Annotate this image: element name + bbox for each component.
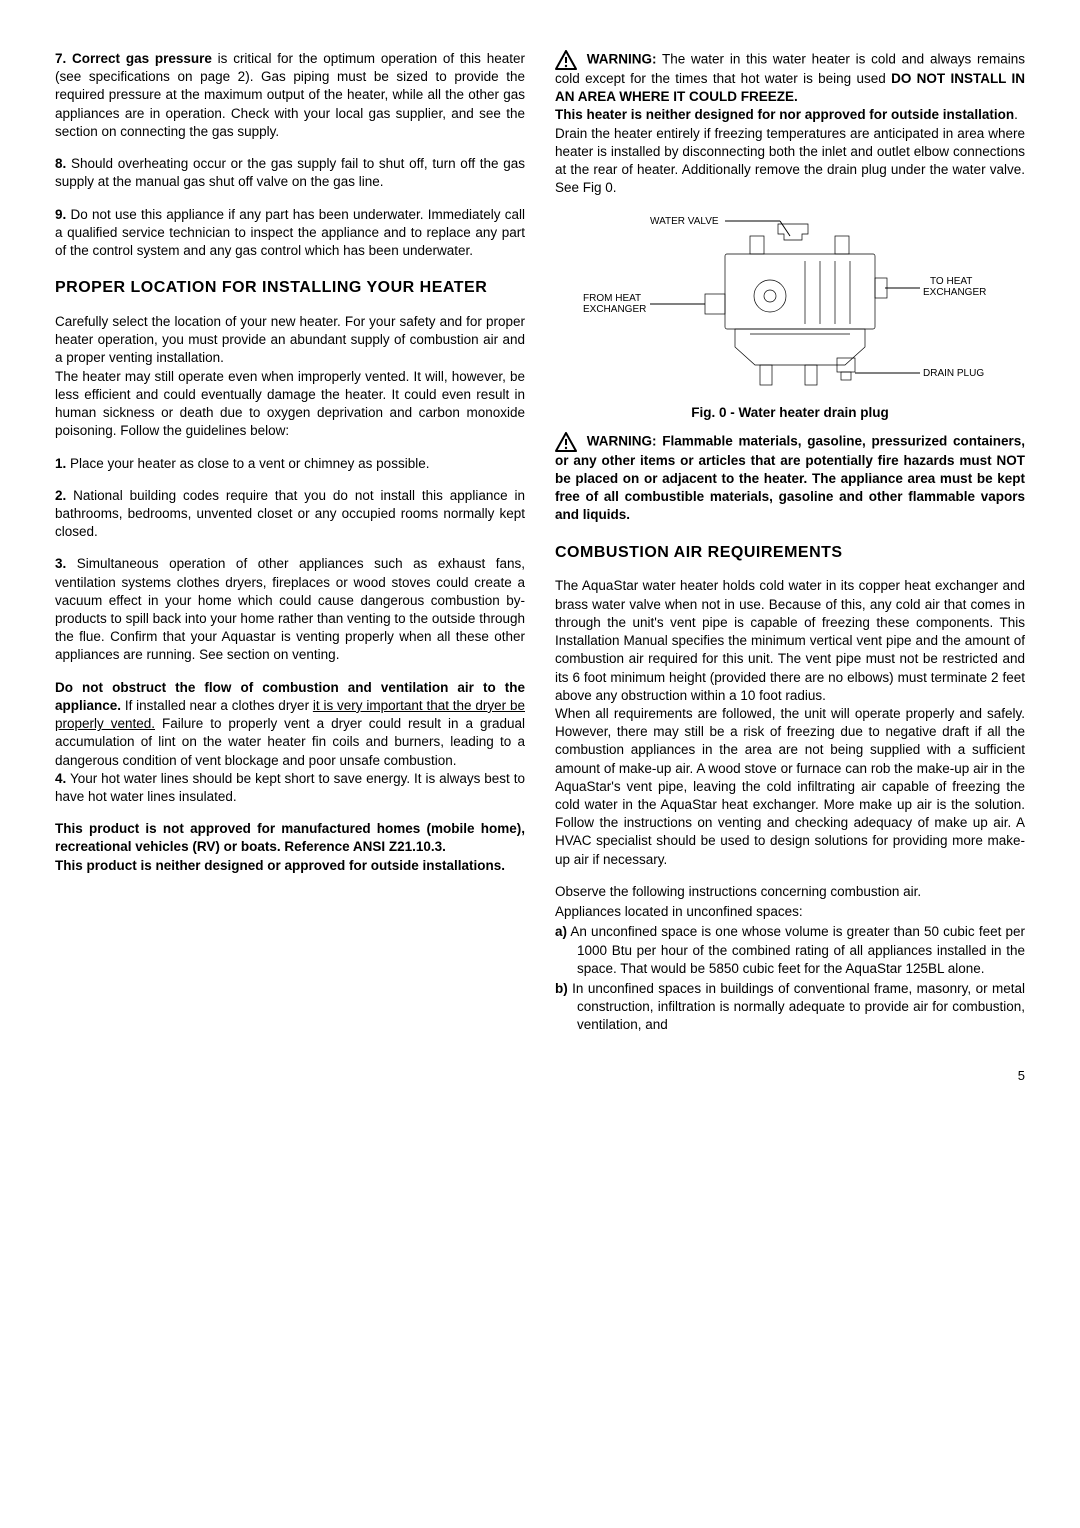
- loc-2-text: National building codes require that you…: [55, 488, 525, 539]
- para-not-outside: This heater is neither designed for nor …: [555, 106, 1025, 124]
- label-from-heat-2: EXCHANGER: [583, 304, 646, 315]
- loc-item-1: 1. Place your heater as close to a vent …: [55, 455, 525, 473]
- item-7: 7. Correct gas pressure is critical for …: [55, 50, 525, 141]
- para-unconfined-heading: Appliances located in unconfined spaces:: [555, 903, 1025, 921]
- label-to-heat-1: TO HEAT: [930, 276, 972, 287]
- warning-freeze: WARNING: The water in this water heater …: [555, 50, 1025, 106]
- right-column: WARNING: The water in this water heater …: [555, 50, 1025, 1037]
- warning-triangle-icon: [555, 432, 577, 452]
- loc-1-text: Place your heater as close to a vent or …: [66, 456, 429, 471]
- para-not-approved-mobile: This product is not approved for manufac…: [55, 820, 525, 856]
- item-8-text: Should overheating occur or the gas supp…: [55, 156, 525, 189]
- warning-label: WARNING:: [587, 52, 657, 67]
- item-9-lead: 9.: [55, 207, 66, 222]
- loc-1-lead: 1.: [55, 456, 66, 471]
- para-obstruct: Do not obstruct the flow of combustion a…: [55, 679, 525, 770]
- heading-proper-location: PROPER LOCATION FOR INSTALLING YOUR HEAT…: [55, 278, 525, 299]
- para-drain: Drain the heater entirely if freezing te…: [555, 125, 1025, 198]
- left-column: 7. Correct gas pressure is critical for …: [55, 50, 525, 1037]
- list-a-lead: a): [555, 924, 567, 939]
- loc-3-text: Simultaneous operation of other applianc…: [55, 556, 525, 662]
- obstruct-mid: If installed near a clothes dryer: [121, 698, 313, 713]
- not-outside-bold: This heater is neither designed for nor …: [555, 107, 1014, 122]
- item-9: 9. Do not use this appliance if any part…: [55, 206, 525, 261]
- para-careful-select: Carefully select the location of your ne…: [55, 313, 525, 368]
- list-b-lead: b): [555, 981, 568, 996]
- loc-item-4: 4. Your hot water lines should be kept s…: [55, 770, 525, 806]
- loc-item-2: 2. National building codes require that …: [55, 487, 525, 542]
- list-item-b: b) In unconfined spaces in buildings of …: [555, 980, 1025, 1035]
- label-drain-plug: DRAIN PLUG: [923, 368, 984, 379]
- loc-item-3: 3. Simultaneous operation of other appli…: [55, 555, 525, 664]
- para-not-approved-outside: This product is neither designed or appr…: [55, 857, 525, 875]
- loc-2-lead: 2.: [55, 488, 66, 503]
- heading-combustion-air: COMBUSTION AIR REQUIREMENTS: [555, 543, 1025, 564]
- para-aquastar-cold: The AquaStar water heater holds cold wat…: [555, 577, 1025, 705]
- item-8-lead: 8.: [55, 156, 66, 171]
- list-a-text: An unconfined space is one whose volume …: [567, 924, 1025, 975]
- label-from-heat-1: FROM HEAT: [583, 293, 641, 304]
- label-water-valve: WATER VALVE: [650, 216, 719, 227]
- page-number: 5: [55, 1067, 1025, 1085]
- two-column-layout: 7. Correct gas pressure is critical for …: [55, 50, 1025, 1037]
- item-7-lead: 7. Correct gas pressure: [55, 51, 212, 66]
- not-outside-after: .: [1014, 107, 1018, 122]
- drain-plug-diagram: .lbl { font-family: Arial, sans-serif; f…: [575, 206, 1005, 396]
- loc-3-lead: 3.: [55, 556, 66, 571]
- warning-triangle-icon: [555, 50, 577, 70]
- list-item-a: a) An unconfined space is one whose volu…: [555, 923, 1025, 978]
- loc-4-text: Your hot water lines should be kept shor…: [55, 771, 525, 804]
- para-improper-vent: The heater may still operate even when i…: [55, 368, 525, 441]
- loc-4-lead: 4.: [55, 771, 66, 786]
- para-observe: Observe the following instructions conce…: [555, 883, 1025, 901]
- label-to-heat-2: EXCHANGER: [923, 287, 986, 298]
- figure-0-caption: Fig. 0 - Water heater drain plug: [555, 404, 1025, 422]
- item-8: 8. Should overheating occur or the gas s…: [55, 155, 525, 191]
- warning-flammable-text: WARNING: Flammable materials, gasoline, …: [555, 433, 1025, 522]
- item-9-text: Do not use this appliance if any part ha…: [55, 207, 525, 258]
- warning-flammable: WARNING: Flammable materials, gasoline, …: [555, 432, 1025, 525]
- list-b-text: In unconfined spaces in buildings of con…: [568, 981, 1025, 1032]
- para-requirements-followed: When all requirements are followed, the …: [555, 705, 1025, 869]
